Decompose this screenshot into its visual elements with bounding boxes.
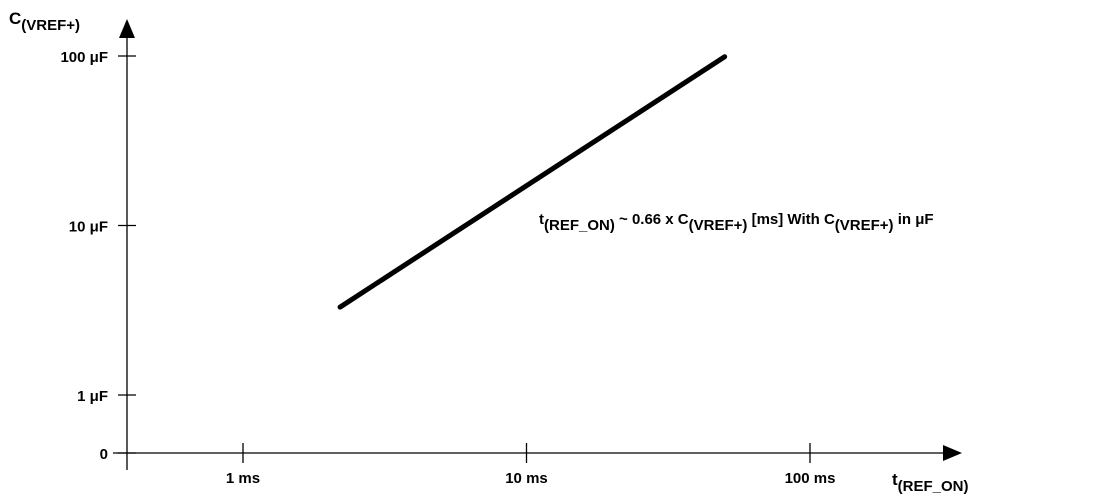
annotation-subscript: (REF_ON)	[544, 217, 615, 234]
annotation-text: t	[539, 211, 544, 228]
y-axis-title: C(VREF+)	[9, 9, 80, 34]
y-tick-label: 100 μF	[60, 49, 108, 66]
formula-annotation: t(REF_ON) ~ 0.66 x C(VREF+) [ms] With C(…	[539, 211, 934, 234]
annotation-text: ~ 0.66 x C	[615, 211, 689, 228]
annotation-text: [ms] With C	[747, 211, 835, 228]
x-axis-title-sub: (REF_ON)	[898, 478, 969, 495]
ticks: 1 μF 10 μF 100 μF 1 ms 10 ms 100 ms	[60, 49, 835, 487]
annotation-subscript: (VREF+)	[689, 217, 748, 234]
x-axis-arrow	[943, 445, 962, 461]
x-tick-label: 10 ms	[505, 470, 548, 487]
y-tick-label: 1 μF	[77, 388, 108, 405]
annotation-subscript: (VREF+)	[835, 217, 894, 234]
series	[337, 54, 728, 310]
y-tick-label: 10 μF	[69, 219, 108, 236]
annotation-text: in μF	[894, 211, 934, 228]
series-line	[337, 54, 728, 310]
y-origin-label: 0	[100, 446, 108, 463]
axes	[113, 19, 962, 470]
x-tick-label: 100 ms	[785, 470, 836, 487]
y-axis-title-sub: (VREF+)	[21, 17, 80, 34]
x-axis-title: t(REF_ON)	[892, 470, 969, 495]
y-axis-title-main: C	[9, 9, 21, 28]
x-axis-title-main: t	[892, 470, 898, 489]
x-tick-label: 1 ms	[226, 470, 260, 487]
y-axis-arrow	[119, 19, 135, 38]
